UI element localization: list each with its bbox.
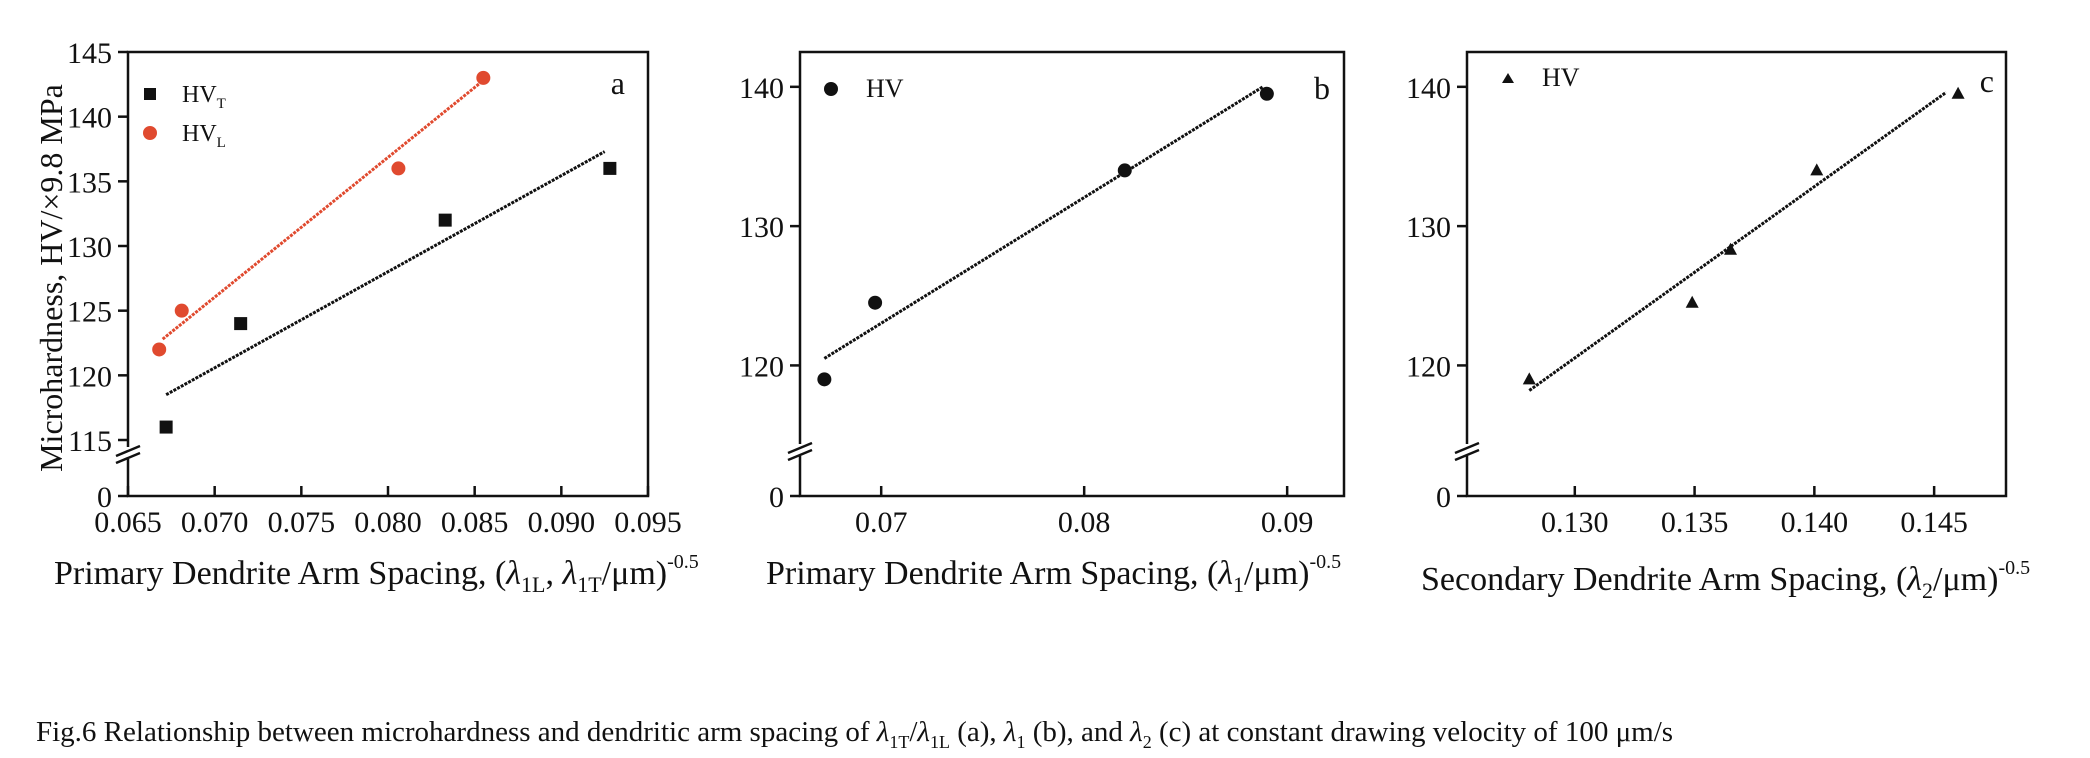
panel-a-plot-area <box>152 70 617 434</box>
panel-a: 0 0.065 0.070 0.075 0.080 0.085 0.090 0.095 11… <box>33 37 699 597</box>
legend-label-hv: HV <box>866 74 904 103</box>
x-tick-label-0-07: 0.07 <box>855 506 908 539</box>
y-tick-label-120: 120 <box>739 350 784 383</box>
data-point-hvt-1 <box>159 420 173 434</box>
panel-a-y-zero-label: 0 <box>97 481 112 514</box>
panel-b-frame <box>798 50 1346 498</box>
x-tick-label-0-09: 0.09 <box>1261 506 1314 539</box>
x-tick-label-0-130: 0.130 <box>1541 506 1609 539</box>
x-tick-label-0-145: 0.145 <box>1900 506 1968 539</box>
fit-line-hvl <box>161 79 485 341</box>
data-point-hv-1 <box>817 372 832 387</box>
x-tick-label-0-065: 0.065 <box>94 506 162 539</box>
legend-marker-triangle <box>1502 73 1514 83</box>
y-tick-label-140: 140 <box>739 72 784 105</box>
panel-c-axis-break <box>1454 441 1480 462</box>
panel-c-x-axis-label: Secondary Dendrite Arm Spacing, (λ2/μm)-… <box>1421 557 2030 603</box>
legend-label-hvt: HVT <box>182 82 226 112</box>
data-point-hvl-3 <box>391 161 406 176</box>
y-tick-label-140: 140 <box>67 102 112 135</box>
x-tick-label-0-140: 0.140 <box>1781 506 1849 539</box>
data-point-hv-4 <box>1810 163 1824 176</box>
data-point-hvt-2 <box>234 317 248 331</box>
panel-a-x-axis-label: Primary Dendrite Arm Spacing, (λ1L, λ1T/… <box>54 551 699 597</box>
y-tick-label-130: 130 <box>1406 211 1451 244</box>
legend-marker-square <box>144 88 156 100</box>
panel-a-y-ticks: 115 120 125 130 135 140 145 <box>67 37 128 458</box>
data-point-hv-4 <box>1259 86 1274 101</box>
legend-label-hv: HV <box>1542 63 1580 92</box>
panel-b-axis-break <box>787 441 813 462</box>
y-tick-label-125: 125 <box>67 296 112 329</box>
x-tick-label-0-070: 0.070 <box>181 506 249 539</box>
data-point-hvt-3 <box>438 213 452 227</box>
panel-b-plot-area <box>817 85 1274 387</box>
panel-a-frame <box>126 50 650 498</box>
data-point-hv-3 <box>1724 242 1738 255</box>
fit-line-hv <box>1528 91 1947 392</box>
panel-b-label: b <box>1314 70 1330 106</box>
x-tick-label-0-075: 0.075 <box>268 506 336 539</box>
y-tick-label-145: 145 <box>67 37 112 70</box>
data-point-hv-5 <box>1951 86 1965 99</box>
panel-b-x-ticks: 0.07 0.08 0.09 <box>855 486 1313 539</box>
panel-c-plot-area <box>1522 86 1965 392</box>
y-tick-label-130: 130 <box>67 231 112 264</box>
panel-c-y-ticks: 120 130 140 <box>1406 72 1467 383</box>
fit-line-hv <box>823 85 1264 360</box>
x-tick-label-0-08: 0.08 <box>1058 506 1111 539</box>
x-tick-label-0-095: 0.095 <box>614 506 682 539</box>
data-point-hv-1 <box>1522 372 1536 385</box>
x-tick-label-0-090: 0.090 <box>528 506 596 539</box>
x-tick-label-0-135: 0.135 <box>1661 506 1729 539</box>
y-tick-label-120: 120 <box>1406 350 1451 383</box>
panel-a-label: a <box>611 65 625 101</box>
y-tick-label-120: 120 <box>67 360 112 393</box>
data-point-hv-2 <box>868 295 883 310</box>
panel-a-legend: HVT HVL <box>143 82 226 151</box>
panel-c-x-ticks: 0.130 0.135 0.140 0.145 <box>1541 486 1968 539</box>
data-point-hv-3 <box>1117 163 1132 178</box>
y-axis-label: Microhardness, HV/×9.8 MPa <box>33 84 69 472</box>
x-tick-label-0-085: 0.085 <box>441 506 509 539</box>
panel-c-legend: HV <box>1502 63 1580 92</box>
panel-b: 0 0.07 0.08 0.09 120 130 140 b HV Primary De… <box>739 50 1346 597</box>
panel-c: 0 0.130 0.135 0.140 0.145 120 130 140 c HV Se… <box>1406 50 2030 603</box>
y-tick-label-140: 140 <box>1406 72 1451 105</box>
data-point-hvt-4 <box>603 161 617 175</box>
y-tick-label-135: 135 <box>67 166 112 199</box>
x-tick-label-0-080: 0.080 <box>354 506 422 539</box>
panel-c-label: c <box>1980 63 1994 99</box>
y-tick-label-130: 130 <box>739 211 784 244</box>
figure-caption: Fig.6 Relationship between microhardness… <box>36 716 1674 752</box>
panel-c-y-zero-label: 0 <box>1436 481 1451 514</box>
data-point-hvl-4 <box>476 70 491 85</box>
panel-b-y-zero-label: 0 <box>769 481 784 514</box>
data-point-hv-2 <box>1685 295 1699 308</box>
y-tick-label-115: 115 <box>68 425 112 458</box>
panel-b-x-axis-label: Primary Dendrite Arm Spacing, (λ1/μm)-0.… <box>766 551 1341 597</box>
legend-marker-circle <box>824 82 838 96</box>
panel-b-y-ticks: 120 130 140 <box>739 72 800 383</box>
legend-marker-circle-red <box>143 126 157 140</box>
panel-a-axis-break <box>115 444 141 465</box>
data-point-hvl-1 <box>152 342 167 357</box>
legend-label-hvl: HVL <box>182 121 226 151</box>
panel-b-legend: HV <box>824 74 904 103</box>
fit-line-hvt <box>165 150 606 397</box>
figure-canvas: 0 0.065 0.070 0.075 0.080 0.085 0.090 0.095 11… <box>33 37 2030 603</box>
data-point-hvl-2 <box>174 303 189 318</box>
panel-c-frame <box>1465 50 2008 498</box>
panel-a-x-ticks: 0.065 0.070 0.075 0.080 0.085 0.090 0.095 <box>94 486 682 539</box>
